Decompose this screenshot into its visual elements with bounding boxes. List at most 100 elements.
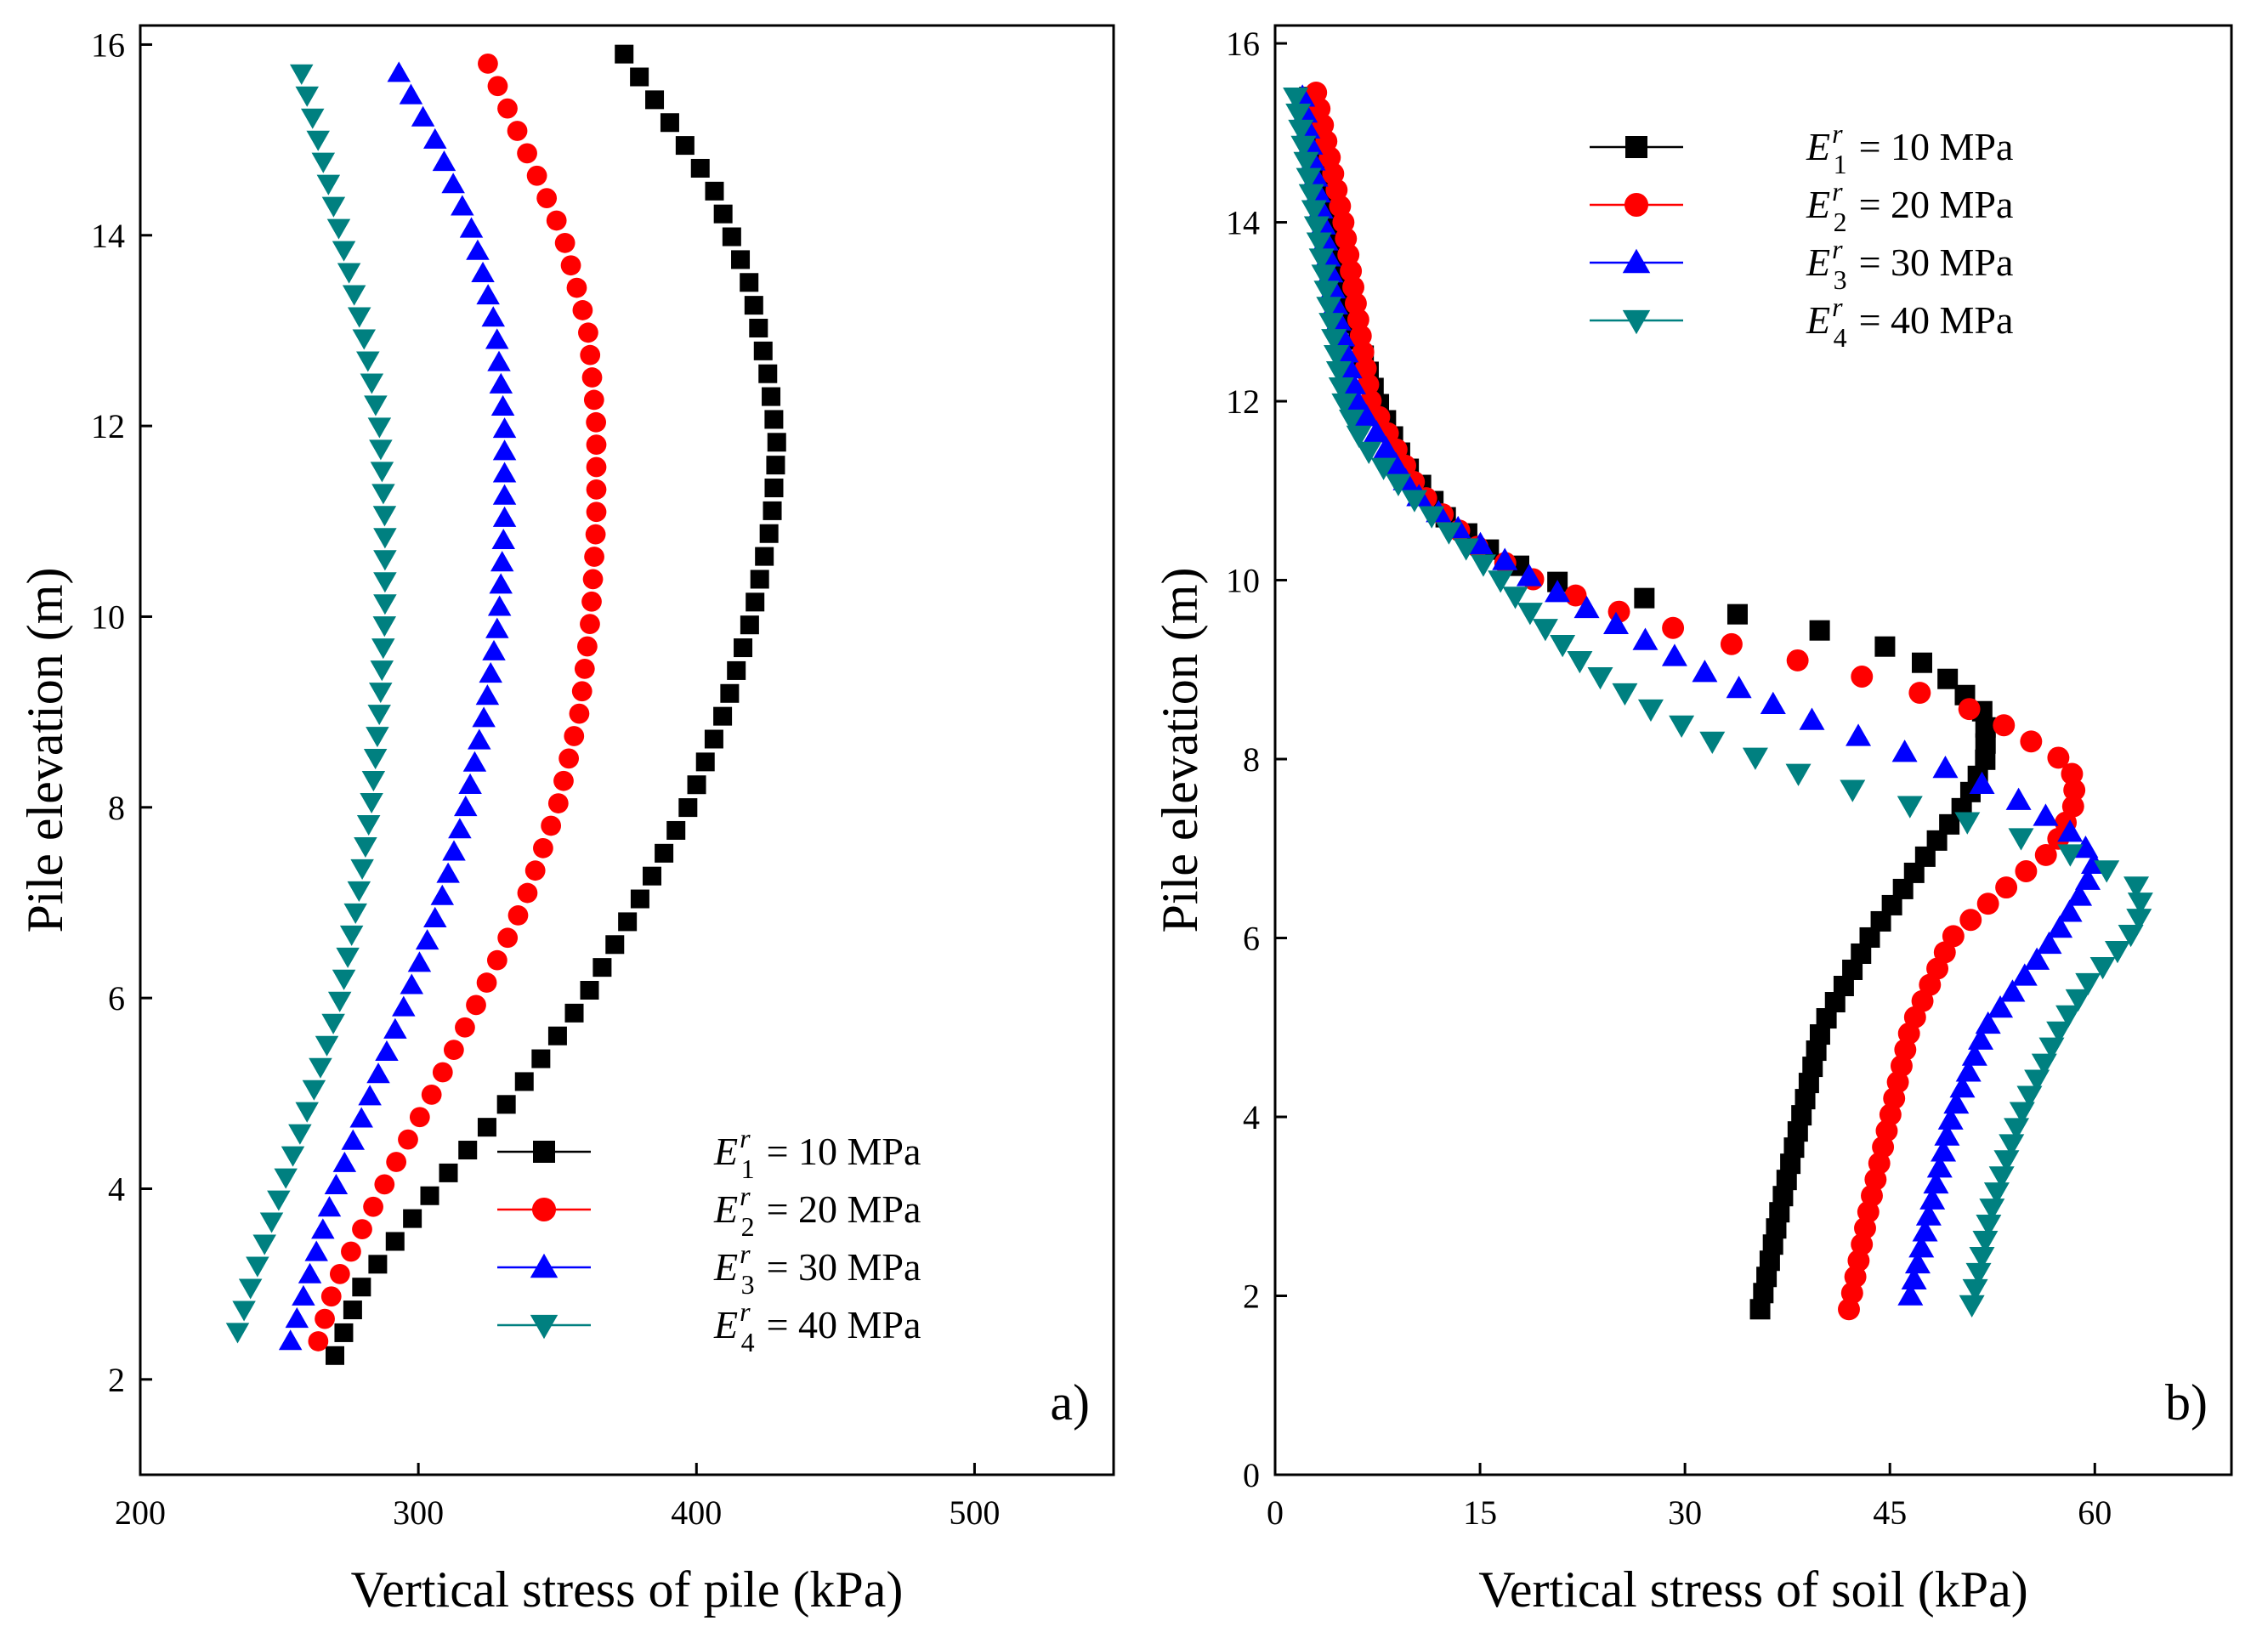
data-point (722, 227, 741, 246)
data-point (1799, 707, 1825, 730)
data-point (2057, 819, 2084, 842)
data-point (1968, 1027, 1994, 1050)
data-point (1545, 580, 1571, 603)
data-point (367, 417, 392, 439)
data-point (1742, 747, 1768, 770)
data-point (2016, 1085, 2043, 1108)
legend-text: Er 3 = 30 MPa (1806, 234, 2013, 295)
data-point (320, 1286, 342, 1307)
data-point (2123, 876, 2150, 899)
data-point (1344, 388, 1370, 411)
data-point (370, 660, 394, 682)
data-point (1492, 547, 1518, 570)
data-point (2036, 931, 2062, 955)
legend-value: = 40 MPa (1859, 298, 2014, 342)
data-point (1976, 892, 1999, 915)
series-e4 (1283, 87, 2153, 1318)
data-point (458, 773, 482, 794)
data-point (373, 550, 397, 571)
data-point (306, 130, 330, 151)
data-point (1346, 425, 1372, 449)
data-point (360, 792, 383, 814)
data-point (352, 329, 377, 350)
data-point (744, 296, 763, 315)
data-point (350, 858, 374, 880)
data-point (1934, 1123, 1960, 1146)
legend-subscript: 1 (1834, 149, 1847, 179)
data-point (332, 1151, 357, 1172)
data-point (2094, 860, 2120, 883)
data-point (420, 1186, 439, 1205)
data-point (1995, 876, 2018, 899)
data-point (1785, 763, 1812, 786)
data-point (1517, 603, 1543, 626)
data-point (767, 433, 786, 452)
data-point (2126, 909, 2152, 932)
panel-label: a) (1050, 1374, 1090, 1431)
data-point (485, 617, 509, 638)
legend-subscript: 3 (1834, 264, 1847, 295)
y-tick-label: 0 (1243, 1456, 1260, 1494)
data-point (315, 1308, 335, 1329)
data-point (630, 67, 649, 87)
legend-value: = 10 MPa (767, 1130, 921, 1173)
data-point (583, 389, 604, 411)
data-point (373, 572, 397, 593)
data-point (1453, 538, 1479, 561)
data-point (547, 793, 569, 813)
data-point (326, 218, 351, 240)
data-point (704, 729, 723, 749)
data-point (1467, 531, 1494, 554)
data-point (566, 277, 587, 298)
data-point (329, 1263, 350, 1284)
legend-item: Er 3 = 30 MPa (1590, 234, 2013, 295)
data-point (1987, 995, 2014, 1018)
data-point (274, 1168, 298, 1189)
legend-superscript: r (740, 1181, 751, 1211)
data-point (317, 1196, 342, 1217)
legend-subscript: 4 (1834, 322, 1847, 353)
data-point (371, 638, 395, 660)
data-point (645, 90, 665, 110)
data-point (1353, 404, 1380, 427)
data-point (630, 889, 649, 909)
legend-symbol: E (713, 1130, 738, 1173)
data-point (432, 1062, 453, 1083)
data-point (1908, 1235, 1935, 1258)
legend-symbol: E (1806, 183, 1830, 226)
data-point (1587, 666, 1613, 690)
data-point (585, 524, 606, 545)
data-point (341, 1241, 361, 1262)
x-axis-label: Vertical stress of soil (kPa) (1478, 1561, 2028, 1618)
data-point (300, 108, 325, 129)
data-point (1344, 292, 1367, 314)
data-point (336, 947, 360, 968)
data-point (759, 524, 779, 543)
data-point (232, 1300, 256, 1322)
data-point (734, 638, 753, 658)
data-point (1891, 740, 1918, 762)
axes-frame (1273, 24, 2233, 1476)
data-point (1942, 925, 1965, 948)
data-point (1303, 216, 1330, 239)
data-point (1727, 604, 1748, 625)
data-point (687, 775, 706, 795)
data-point (2075, 867, 2101, 890)
data-point (399, 83, 423, 105)
data-point (372, 616, 397, 638)
data-point (1962, 1278, 1988, 1302)
data-point (580, 980, 599, 1000)
y-tick-label: 10 (1226, 562, 1260, 600)
data-point (514, 1072, 534, 1091)
data-point (571, 681, 593, 702)
data-point (1567, 651, 1593, 674)
data-point (492, 439, 517, 461)
legend-symbol: E (713, 1245, 738, 1289)
data-point (337, 263, 361, 284)
data-point (364, 395, 388, 416)
data-point (347, 307, 371, 328)
data-point (339, 925, 364, 946)
data-point (618, 912, 638, 932)
data-point (1637, 699, 1664, 722)
